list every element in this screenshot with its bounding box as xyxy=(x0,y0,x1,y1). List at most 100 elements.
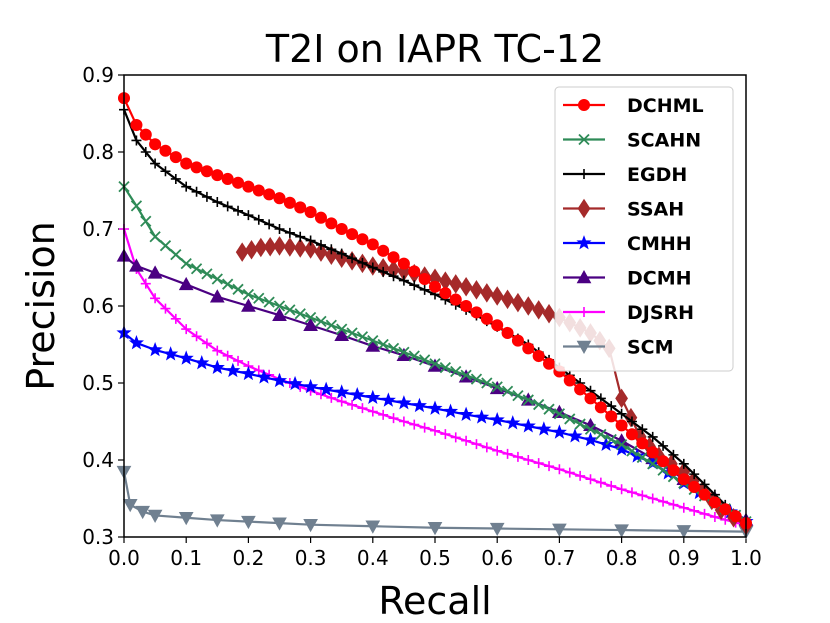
data-point xyxy=(243,210,254,221)
data-point xyxy=(241,515,256,530)
data-point xyxy=(471,439,482,450)
data-point xyxy=(429,358,441,370)
data-point xyxy=(283,196,296,209)
data-point xyxy=(294,201,307,214)
data-point xyxy=(273,236,286,256)
data-point xyxy=(135,505,151,520)
data-point xyxy=(419,422,430,433)
data-point xyxy=(616,408,627,419)
data-point xyxy=(427,522,443,536)
data-point xyxy=(334,327,350,341)
x-tick-labels: 0.0 0.1 0.2 0.3 0.4 0.5 0.6 0.7 0.8 0.9 1.0 xyxy=(108,546,762,570)
data-point xyxy=(398,416,409,427)
x-axis-label: Recall xyxy=(378,579,491,623)
data-point xyxy=(356,233,369,246)
legend: DCHML SCAHN EGDH SSAH CMHH DCMH DJSRH SCM xyxy=(554,86,734,372)
data-point xyxy=(163,346,179,361)
legend-item: SSAH xyxy=(563,199,684,221)
chart-title: T2I on IAPR TC-12 xyxy=(265,27,604,71)
data-point xyxy=(122,498,138,513)
data-point xyxy=(575,470,586,481)
data-point xyxy=(178,512,194,526)
data-point xyxy=(190,161,203,174)
data-point xyxy=(349,387,365,402)
data-point xyxy=(615,419,628,432)
data-point xyxy=(225,362,241,378)
series-scm xyxy=(116,465,754,540)
data-point xyxy=(606,480,617,491)
data-point xyxy=(606,401,617,412)
data-point xyxy=(200,165,213,178)
data-point xyxy=(577,198,591,219)
data-point xyxy=(209,289,225,303)
legend-label: EGDH xyxy=(627,164,687,186)
legend-item: SCAHN xyxy=(563,130,701,152)
data-point xyxy=(522,342,535,355)
data-point xyxy=(480,283,494,303)
data-point xyxy=(532,350,545,363)
data-point xyxy=(159,240,172,252)
data-point xyxy=(336,323,348,335)
data-point xyxy=(387,342,400,354)
data-point xyxy=(222,350,233,361)
data-point xyxy=(439,361,452,374)
data-point xyxy=(626,416,637,427)
data-point xyxy=(626,445,638,457)
data-point xyxy=(409,419,420,430)
data-point xyxy=(543,357,556,370)
data-point xyxy=(584,392,597,405)
data-point xyxy=(522,394,534,406)
data-point xyxy=(676,525,692,539)
data-point xyxy=(398,346,410,358)
data-point xyxy=(542,303,556,324)
data-point xyxy=(658,440,669,451)
data-point xyxy=(616,484,627,495)
data-point xyxy=(605,433,617,446)
data-point xyxy=(367,406,378,417)
data-point xyxy=(576,340,592,355)
data-point xyxy=(365,520,381,534)
legend-box xyxy=(554,86,734,372)
data-point xyxy=(365,389,381,405)
data-point xyxy=(346,327,358,339)
legend-item: DCMH xyxy=(563,268,692,290)
data-point xyxy=(626,487,637,498)
data-point xyxy=(181,181,192,192)
series-lines xyxy=(116,92,754,540)
data-point xyxy=(178,276,194,291)
x-tick-label: 0.2 xyxy=(232,546,264,570)
data-point xyxy=(235,242,249,262)
data-point xyxy=(533,398,545,411)
data-point xyxy=(178,350,194,365)
x-tick-label: 0.1 xyxy=(170,546,202,570)
y-tick-label: 0.4 xyxy=(82,448,114,472)
x-tick-label: 0.5 xyxy=(419,546,451,570)
data-point xyxy=(564,467,575,478)
data-point xyxy=(170,313,181,324)
data-point xyxy=(470,306,483,319)
data-point xyxy=(579,169,589,179)
data-point xyxy=(625,428,638,441)
data-point xyxy=(657,464,669,476)
data-point xyxy=(668,449,679,460)
data-point xyxy=(140,215,152,227)
x-tick-label: 0.3 xyxy=(295,546,327,570)
data-point xyxy=(501,385,514,397)
plot-frame xyxy=(123,74,747,538)
data-point xyxy=(501,326,514,339)
data-point xyxy=(380,392,396,407)
data-point xyxy=(512,451,523,462)
data-point xyxy=(272,517,287,531)
data-point xyxy=(150,158,161,169)
data-point xyxy=(624,407,638,428)
data-point xyxy=(511,292,525,313)
data-point xyxy=(551,424,567,439)
data-point xyxy=(396,395,412,410)
data-point xyxy=(579,307,589,317)
data-point xyxy=(221,172,234,185)
data-point xyxy=(411,397,427,413)
data-point xyxy=(315,389,326,400)
data-point xyxy=(668,499,679,510)
data-point xyxy=(554,464,565,475)
data-point xyxy=(605,410,618,423)
